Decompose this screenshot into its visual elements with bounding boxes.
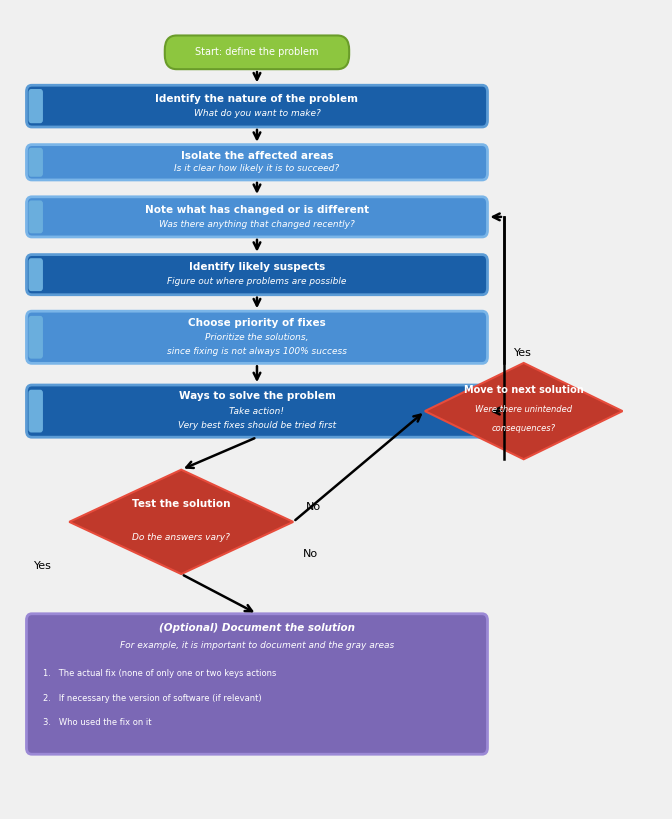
FancyBboxPatch shape [26,311,487,364]
Text: Identify likely suspects: Identify likely suspects [189,262,325,273]
Text: Do the answers vary?: Do the answers vary? [132,533,230,542]
Text: Isolate the affected areas: Isolate the affected areas [181,151,333,161]
Text: Start: define the problem: Start: define the problem [196,48,319,57]
Text: Take action!: Take action! [229,406,284,415]
Text: Yes: Yes [34,561,52,571]
FancyBboxPatch shape [26,255,487,295]
Text: Ways to solve the problem: Ways to solve the problem [179,391,335,401]
Text: Is it clear how likely it is to succeed?: Is it clear how likely it is to succeed? [175,164,339,173]
FancyBboxPatch shape [26,197,487,237]
FancyBboxPatch shape [28,316,43,359]
Text: Identify the nature of the problem: Identify the nature of the problem [155,93,358,103]
FancyBboxPatch shape [28,390,43,432]
Text: (Optional) Document the solution: (Optional) Document the solution [159,623,355,633]
Text: No: No [306,502,321,513]
Text: 3.   Who used the fix on it: 3. Who used the fix on it [43,717,151,726]
Text: consequences?: consequences? [492,424,556,433]
Text: Were there unintended: Were there unintended [475,405,573,414]
Text: Choose priority of fixes: Choose priority of fixes [188,318,326,328]
Text: Yes: Yes [514,348,532,359]
FancyBboxPatch shape [165,35,349,69]
Text: Move to next solution: Move to next solution [464,385,583,396]
FancyBboxPatch shape [26,85,487,127]
Text: For example, it is important to document and the gray areas: For example, it is important to document… [120,641,394,650]
Text: Was there anything that changed recently?: Was there anything that changed recently… [159,219,355,229]
Text: 1.   The actual fix (none of only one or two keys actions: 1. The actual fix (none of only one or t… [43,669,276,678]
FancyBboxPatch shape [26,145,487,180]
FancyBboxPatch shape [28,258,43,291]
Text: Test the solution: Test the solution [132,500,230,509]
Text: Figure out where problems are possible: Figure out where problems are possible [167,278,347,287]
Text: 2.   If necessary the version of software (if relevant): 2. If necessary the version of software … [43,694,261,703]
Polygon shape [425,363,622,459]
Text: Very best fixes should be tried first: Very best fixes should be tried first [178,421,336,430]
Text: Prioritize the solutions,: Prioritize the solutions, [205,333,308,342]
Text: since fixing is not always 100% success: since fixing is not always 100% success [167,347,347,356]
Text: What do you want to make?: What do you want to make? [194,109,321,118]
Text: No: No [303,549,319,559]
Polygon shape [69,470,293,574]
FancyBboxPatch shape [28,147,43,177]
FancyBboxPatch shape [26,385,487,437]
FancyBboxPatch shape [28,201,43,233]
FancyBboxPatch shape [26,613,487,754]
FancyBboxPatch shape [28,89,43,123]
Text: Note what has changed or is different: Note what has changed or is different [145,205,369,215]
